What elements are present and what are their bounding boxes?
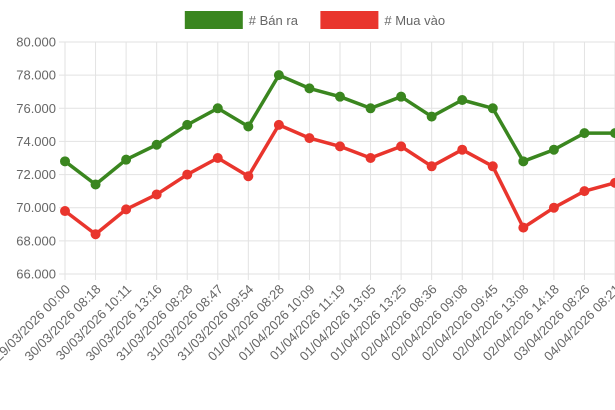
- data-point-0[interactable]: [518, 156, 529, 167]
- legend-item-0[interactable]: # Bán ra: [184, 11, 299, 29]
- data-point-1[interactable]: [151, 189, 162, 200]
- data-point-0[interactable]: [182, 119, 193, 130]
- data-point-1[interactable]: [518, 222, 529, 233]
- data-point-1[interactable]: [426, 161, 437, 172]
- data-point-0[interactable]: [457, 95, 468, 105]
- data-point-0[interactable]: [304, 83, 315, 94]
- data-point-0[interactable]: [121, 154, 132, 165]
- data-point-0[interactable]: [579, 128, 590, 139]
- data-point-1[interactable]: [365, 153, 376, 163]
- data-point-1[interactable]: [273, 119, 284, 130]
- data-point-1[interactable]: [396, 141, 407, 152]
- data-point-1[interactable]: [121, 204, 132, 215]
- data-point-1[interactable]: [610, 177, 615, 188]
- y-tick-label: 70.000: [16, 200, 56, 215]
- data-point-0[interactable]: [90, 179, 101, 190]
- data-point-0[interactable]: [610, 128, 615, 139]
- data-point-1[interactable]: [212, 153, 223, 163]
- data-point-0[interactable]: [243, 121, 254, 132]
- data-point-1[interactable]: [182, 169, 193, 180]
- y-axis: 66.000 68.000 70.000 72.000 74.000 76.000 78.0…: [16, 35, 56, 282]
- y-tick-label: 74.000: [16, 134, 56, 149]
- data-point-1[interactable]: [243, 171, 254, 182]
- data-point-1[interactable]: [548, 202, 559, 213]
- data-point-0[interactable]: [151, 139, 162, 150]
- data-point-0[interactable]: [396, 91, 407, 102]
- data-point-0[interactable]: [273, 70, 284, 81]
- legend-swatch: [320, 11, 379, 29]
- y-tick-label: 72.000: [16, 167, 56, 182]
- data-point-0[interactable]: [335, 91, 345, 102]
- chart-legend[interactable]: # Bán ra # Mua vào: [184, 11, 445, 29]
- data-point-0[interactable]: [212, 103, 223, 114]
- data-point-0[interactable]: [365, 103, 376, 114]
- data-point-1[interactable]: [579, 186, 590, 197]
- y-tick-label: 78.000: [16, 68, 56, 83]
- data-point-0[interactable]: [60, 156, 70, 167]
- y-tick-label: 76.000: [16, 101, 56, 116]
- data-point-0[interactable]: [487, 103, 498, 114]
- legend-swatch: [184, 11, 243, 29]
- chart-grid: [59, 41, 615, 280]
- data-point-0[interactable]: [548, 144, 559, 155]
- legend-label: # Mua vào: [384, 13, 445, 28]
- data-point-1[interactable]: [487, 161, 498, 172]
- y-tick-label: 68.000: [16, 233, 56, 248]
- data-point-1[interactable]: [90, 229, 101, 240]
- series-layer: [60, 70, 615, 240]
- legend-item-1[interactable]: # Mua vào: [320, 11, 445, 29]
- y-tick-label: 80.000: [16, 35, 56, 50]
- data-point-1[interactable]: [60, 206, 70, 217]
- data-point-0[interactable]: [426, 111, 437, 122]
- y-tick-label: 66.000: [16, 267, 56, 282]
- data-point-1[interactable]: [304, 133, 315, 144]
- legend-label: # Bán ra: [249, 13, 299, 28]
- data-point-1[interactable]: [335, 141, 345, 152]
- data-point-1[interactable]: [457, 144, 468, 155]
